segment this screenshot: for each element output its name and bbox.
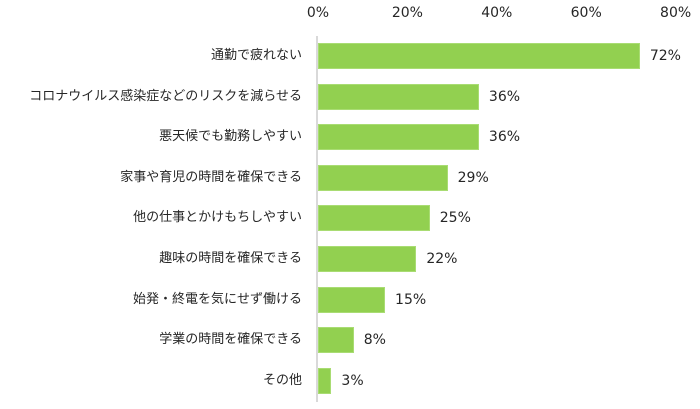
bar <box>318 367 332 394</box>
bar <box>318 286 386 313</box>
value-label: 72% <box>649 48 681 64</box>
x-tick-label: 20% <box>391 5 423 21</box>
category-label: 趣味の時間を確保できる <box>159 251 302 266</box>
value-label: 25% <box>439 210 471 227</box>
category-label: 他の仕事とかけもちしやすい <box>133 210 302 226</box>
value-label: 8% <box>363 332 386 349</box>
value-label: 3% <box>341 372 364 389</box>
bar <box>318 327 354 354</box>
x-tick-label: 0% <box>306 5 330 21</box>
bar-row: 悪天候でも勤務しやすい 36% <box>0 124 700 151</box>
x-tick-label: 80% <box>660 5 692 21</box>
bar-row: 始発・終電を気にせず働ける 15% <box>0 286 700 313</box>
bar-row: 家事や育児の時間を確保できる 29% <box>0 164 700 191</box>
bar-row: 趣味の時間を確保できる 22% <box>0 246 700 272</box>
bar-row: コロナウイルス感染症などのリスクを減らせる 36% <box>0 83 700 110</box>
bar-row: 他の仕事とかけもちしやすい 25% <box>0 205 700 232</box>
x-tick-label: 60% <box>570 5 602 21</box>
bar-row: 通勤で疲れない 72% <box>0 43 700 69</box>
bar <box>318 205 430 232</box>
category-label: 通勤で疲れない <box>210 48 302 63</box>
y-axis-line <box>316 36 318 402</box>
bar-row: 学業の時間を確保できる 8% <box>0 327 700 354</box>
category-label: 学業の時間を確保できる <box>159 332 302 348</box>
value-label: 36% <box>488 129 521 146</box>
value-label: 22% <box>426 251 458 267</box>
bar <box>318 164 448 191</box>
category-label: 家事や育児の時間を確保できる <box>120 169 302 185</box>
value-label: 36% <box>488 88 521 105</box>
category-label: 悪天候でも勤務しやすい <box>159 129 302 145</box>
bar <box>318 83 479 110</box>
category-label: 始発・終電を気にせず働ける <box>132 291 302 307</box>
bar <box>318 43 640 69</box>
x-tick-label: 40% <box>481 5 513 21</box>
bar <box>318 246 417 272</box>
category-label: コロナウイルス感染症などのリスクを減らせる <box>29 88 302 104</box>
value-label: 15% <box>395 291 427 308</box>
category-label: その他 <box>262 372 302 388</box>
value-label: 29% <box>457 169 489 186</box>
bar-row: その他 3% <box>0 367 700 394</box>
bar <box>318 124 479 151</box>
